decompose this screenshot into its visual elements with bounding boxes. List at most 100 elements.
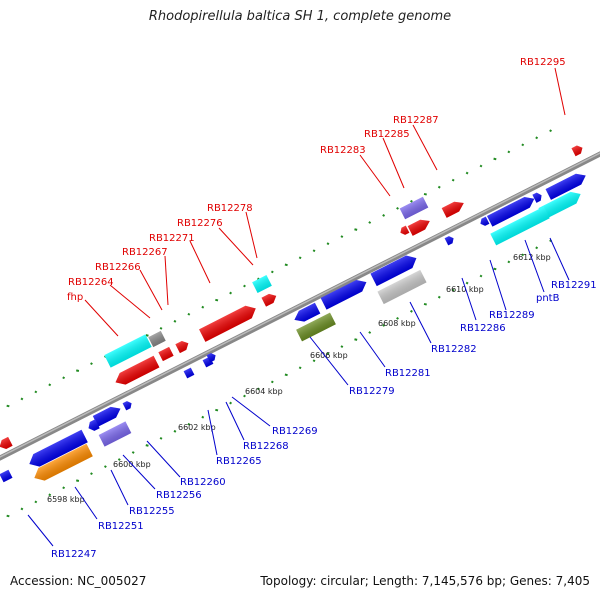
upper-gene-labels: RB12295 RB12287 RB12285 RB12283 RB12278 … — [67, 57, 566, 303]
track-tick — [396, 206, 399, 210]
scale-label: 6608 kbp — [378, 319, 416, 328]
track-tick — [187, 312, 191, 316]
gene-label: RB12260 — [180, 477, 226, 488]
track-tick — [493, 267, 497, 271]
track-tick — [62, 376, 66, 380]
gene-label: RB12267 — [122, 247, 168, 258]
gene-label: RB12289 — [489, 310, 535, 321]
gene-label: RB12264 — [68, 277, 114, 288]
track-tick — [382, 324, 386, 327]
track-tick — [521, 143, 525, 147]
blue-callout-lines — [27, 237, 570, 547]
track-tick — [6, 404, 10, 408]
track-tick — [257, 387, 260, 391]
track-tick — [410, 199, 413, 203]
accession-text: Accession: NC_005027 — [10, 574, 147, 588]
track-tick — [243, 394, 246, 398]
gene-label: RB12287 — [393, 115, 439, 126]
gene-features — [0, 145, 586, 483]
track-tick — [507, 150, 511, 154]
gene-label: RB12286 — [460, 323, 506, 334]
track-tick — [173, 319, 177, 323]
track-tick — [423, 302, 427, 306]
gene-label: RB12269 — [272, 426, 318, 437]
track-tick — [201, 415, 205, 419]
gene-label: fhp — [67, 292, 83, 303]
track-tick — [437, 185, 441, 189]
track-tick — [215, 408, 219, 412]
gene-label: RB12255 — [129, 506, 175, 517]
track-tick — [451, 178, 455, 182]
track-tick — [284, 373, 288, 377]
track-tick — [340, 235, 344, 239]
lower-dotted-track — [6, 239, 552, 518]
track-tick — [507, 260, 511, 264]
track-tick — [298, 256, 302, 260]
track-tick — [549, 129, 552, 133]
track-tick — [159, 436, 163, 440]
gene-label: RB12271 — [149, 233, 195, 244]
track-tick — [48, 493, 52, 497]
map-title: Rhodopirellula baltica SH 1, complete ge… — [148, 9, 452, 24]
track-tick — [243, 284, 246, 288]
track-tick — [90, 362, 93, 366]
track-tick — [312, 359, 316, 363]
track-tick — [75, 479, 80, 483]
gene-label: RB12256 — [156, 490, 202, 501]
track-tick — [465, 171, 469, 175]
track-tick — [326, 352, 330, 356]
red-callout-lines — [84, 67, 566, 337]
gene-label: RB12251 — [98, 521, 144, 532]
lower-gene-labels: RB12247 RB12251 RB12255 RB12256 RB12260 … — [51, 280, 597, 560]
gene-label: RB12268 — [243, 441, 289, 452]
track-tick — [479, 164, 483, 168]
track-tick — [368, 221, 372, 224]
track-tick — [437, 295, 441, 299]
track-tick — [340, 345, 344, 349]
track-tick — [90, 472, 93, 476]
track-tick — [451, 288, 455, 292]
track-tick — [145, 444, 149, 447]
gene-label: RB12281 — [385, 368, 431, 379]
gene-label: RB12266 — [95, 262, 141, 273]
track-tick — [229, 401, 233, 405]
track-tick — [465, 281, 469, 285]
genome-summary-text: Topology: circular; Length: 7,145,576 bp… — [260, 574, 590, 588]
gene-label: RB12283 — [320, 145, 366, 156]
track-tick — [354, 338, 358, 341]
track-tick — [103, 465, 107, 468]
track-tick — [34, 500, 38, 504]
track-tick — [521, 253, 525, 257]
gene-label: pntB — [536, 293, 560, 304]
track-tick — [75, 369, 80, 373]
gene-label: RB12278 — [207, 203, 253, 214]
scale-label: 6610 kbp — [446, 285, 484, 294]
gene-label: RB12285 — [364, 129, 410, 140]
track-tick — [479, 274, 483, 278]
track-tick — [62, 486, 66, 490]
upper-dotted-track — [6, 129, 552, 408]
track-tick — [312, 249, 316, 253]
genome-backbone — [0, 151, 600, 461]
gene-label: RB12279 — [349, 386, 395, 397]
track-tick — [6, 514, 10, 518]
track-tick — [354, 228, 358, 231]
track-tick — [117, 458, 121, 461]
scale-label: 6604 kbp — [245, 387, 283, 396]
track-tick — [201, 305, 205, 309]
track-tick — [131, 451, 135, 454]
gene-label: RB12276 — [177, 218, 223, 229]
track-tick — [423, 192, 427, 196]
track-tick — [48, 383, 52, 387]
track-tick — [20, 507, 24, 511]
track-tick — [229, 291, 233, 295]
track-tick — [382, 214, 386, 217]
track-tick — [493, 157, 497, 161]
scale-label: 6598 kbp — [47, 495, 85, 504]
track-tick — [173, 429, 177, 433]
scale-label: 6602 kbp — [178, 423, 216, 432]
track-tick — [396, 316, 399, 320]
track-tick — [284, 263, 288, 267]
track-tick — [215, 298, 219, 302]
